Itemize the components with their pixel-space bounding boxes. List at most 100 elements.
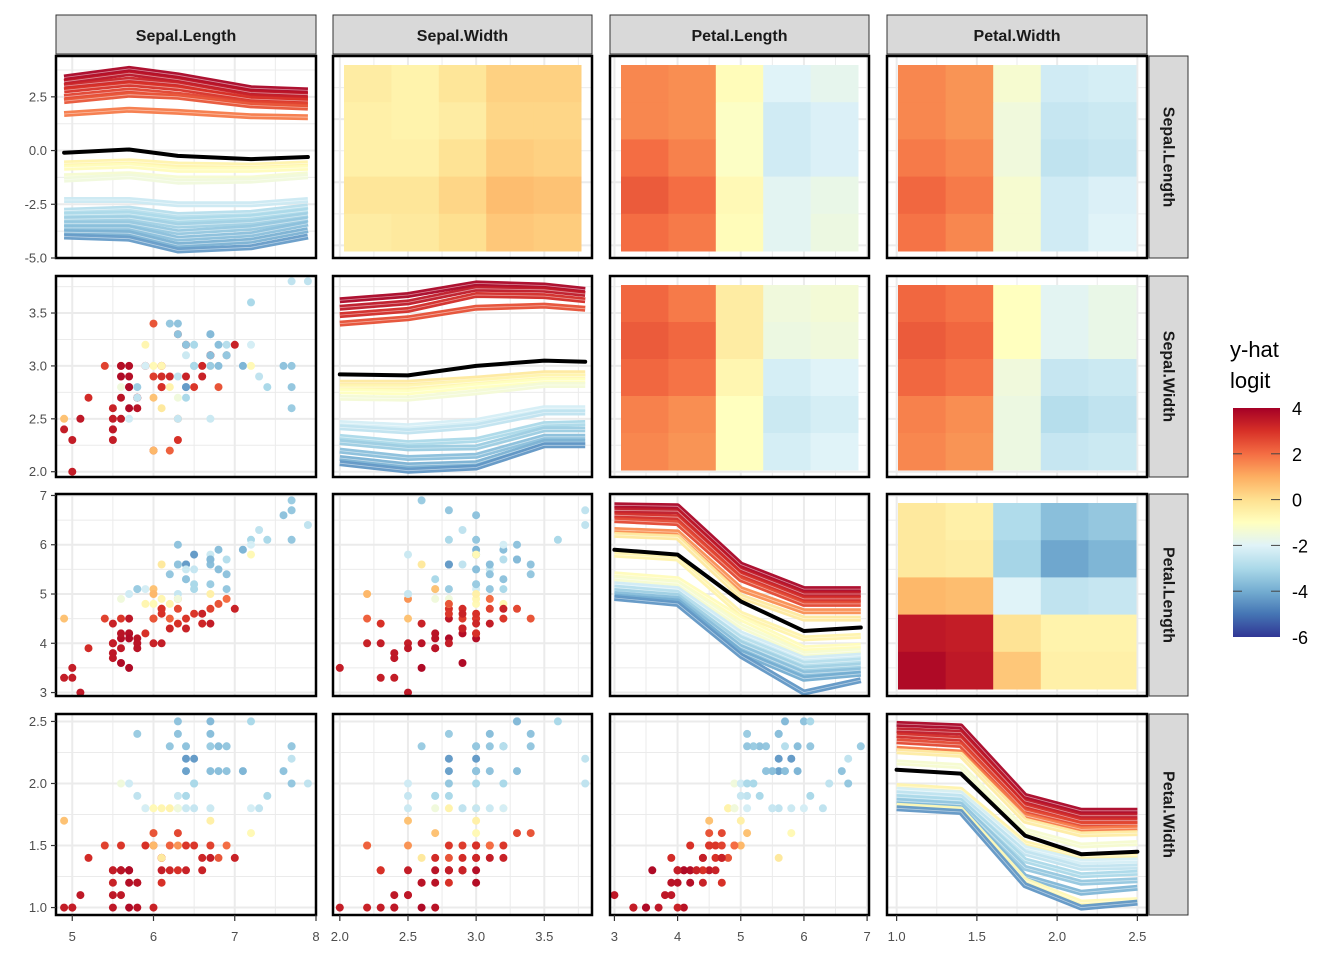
scatter-point: [485, 742, 494, 751]
scatter-point: [173, 791, 182, 800]
heatmap-cell: [945, 65, 994, 103]
scatter-point: [458, 609, 467, 618]
heatmap-cell: [1088, 322, 1137, 360]
axes: 2.5 0.0 -2.5 -5.0 2.0 2.5 3.0 3.5 3 4 5 6 7 1.0 1.5 2.0…: [25, 89, 1147, 944]
panel-border: [54, 492, 318, 698]
scatter-point: [825, 779, 834, 788]
scatter-point: [485, 804, 494, 813]
legend-colorbar: [1233, 408, 1280, 637]
ice-curve-highlight: [64, 165, 308, 171]
panel-sepal-length-vs-sepal-length: [54, 54, 318, 260]
ice-curve-highlight: [614, 587, 861, 665]
heatmap-cell: [344, 102, 392, 140]
heatmap-cell: [898, 359, 947, 397]
scatter-point: [743, 729, 752, 738]
scatter-point: [157, 404, 166, 413]
scatter-point: [404, 779, 412, 788]
scatter-point: [711, 841, 720, 850]
panel-border: [331, 274, 594, 479]
scatter-point: [287, 496, 296, 505]
scatter-point: [610, 891, 619, 900]
panel-border: [885, 712, 1149, 917]
scatter-point: [458, 841, 467, 850]
scatter-point: [173, 540, 182, 549]
heatmap-cell: [621, 433, 669, 471]
panel-petal-width-vs-petal-width: [885, 712, 1149, 917]
heatmap-cell: [898, 65, 947, 103]
y-tick-label: 2.5: [29, 411, 47, 426]
panel-border: [331, 712, 594, 917]
x-tick-label: 2.0: [331, 929, 349, 944]
scatter-point: [125, 414, 134, 423]
scatter-point: [673, 903, 682, 912]
scatter-point: [793, 742, 802, 751]
heatmap-cell: [1088, 433, 1137, 471]
ice-curve-highlight: [64, 160, 308, 167]
scatter-point: [173, 841, 182, 850]
scatter-point: [526, 829, 535, 838]
scatter-point: [472, 829, 481, 838]
scatter-point: [190, 361, 199, 370]
scatter-point: [444, 609, 453, 618]
heatmap-cell: [533, 139, 582, 178]
scatter-point: [68, 663, 77, 672]
scatter-point: [157, 609, 166, 618]
heatmap-cell: [993, 503, 1042, 541]
scatter-point: [526, 560, 535, 569]
scatter-point: [717, 853, 726, 862]
scatter-point: [717, 841, 726, 850]
heatmap-cell: [1040, 614, 1089, 653]
strip-box: [332, 14, 593, 55]
heatmap-cell: [1088, 577, 1137, 616]
scatter-point: [206, 767, 215, 776]
scatter-point: [287, 506, 296, 515]
scatter-point: [108, 425, 117, 434]
scatter-point: [363, 614, 372, 623]
column-strip-sepal-width: Sepal.Width: [332, 14, 593, 55]
ice-curve-highlight: [339, 407, 586, 427]
heatmap-cell: [993, 139, 1042, 178]
heatmap-cell: [1088, 651, 1137, 690]
scatter-point: [117, 414, 125, 423]
scatter-point: [125, 361, 134, 370]
scatter-point: [472, 841, 481, 850]
heatmap-cell: [668, 322, 717, 360]
panel-border: [608, 274, 871, 479]
legend-tick-label: -2: [1292, 536, 1308, 556]
scatter-point: [444, 767, 453, 776]
pdp-average-line: [62, 147, 310, 162]
strip-box: [609, 14, 870, 55]
scatter-point: [173, 414, 182, 423]
scatter-point: [390, 891, 399, 900]
heatmap-cell: [438, 65, 487, 103]
scatter-point: [149, 804, 158, 813]
scatter-point: [133, 729, 142, 738]
scatter-point: [431, 594, 440, 603]
ice-curve-highlight: [339, 441, 586, 466]
scatter-point: [133, 383, 142, 392]
scatter-point: [279, 361, 288, 370]
scatter-point: [108, 891, 117, 900]
scatter-point: [499, 604, 508, 613]
scatter-point: [247, 804, 255, 813]
scatter-point: [629, 903, 638, 912]
scatter-point: [743, 742, 752, 751]
column-strip-petal-width: Petal.Width: [886, 14, 1148, 55]
scatter-point: [705, 841, 714, 850]
scatter-point: [117, 594, 125, 603]
scatter-point: [499, 614, 508, 623]
y-tick-label: 6: [40, 537, 47, 552]
scatter-point: [287, 361, 296, 370]
scatter-point: [222, 594, 231, 603]
heatmap-cell: [810, 285, 859, 323]
ice-curve-highlight: [64, 68, 308, 91]
heatmap-cell: [621, 396, 669, 434]
heatmap-cell: [621, 139, 669, 178]
scatter-point: [762, 742, 770, 751]
scatter-point: [363, 841, 372, 850]
scatter-point: [117, 629, 125, 638]
ice-curve-highlight: [339, 380, 586, 393]
heatmap-cell: [438, 102, 487, 140]
scatter-point: [526, 729, 535, 738]
scatter-point: [376, 673, 385, 682]
